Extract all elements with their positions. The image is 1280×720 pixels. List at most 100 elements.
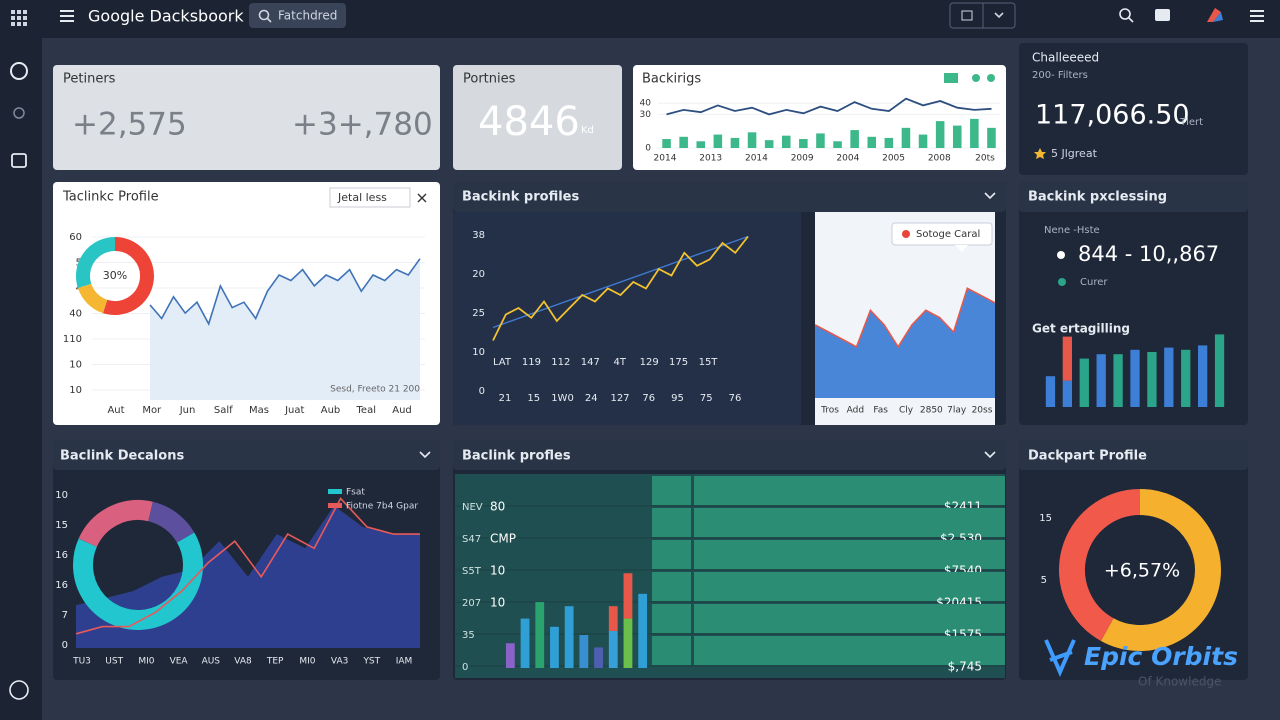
y-tick-label: 0 [645,144,651,154]
bar [884,137,894,148]
y-tick-label: 20 [472,269,485,280]
kpi-value: +3+,780 [292,107,433,143]
table-cell [694,636,1005,665]
x-tick-label: VA8 [234,657,252,667]
row-sub: CMP [490,532,516,546]
apps-icon[interactable] [11,10,27,26]
menu-icon[interactable] [60,10,74,22]
search-button[interactable] [1119,8,1134,23]
watermark-subtitle: Of Knowledge [1138,675,1221,689]
more-icon[interactable] [1250,10,1264,22]
x-tick-label: 2009 [791,154,814,164]
bar [1197,345,1208,407]
collapse-chevron[interactable] [419,451,431,459]
x-tick-label: 2013 [699,154,722,164]
nav-icon[interactable] [10,62,28,80]
y-tick-label: 5 [1041,575,1047,586]
card-title: Petiners [63,72,116,87]
x-tick-label: TEP [266,657,284,667]
card-title: Dackpart Profile [1028,449,1147,464]
line [149,258,421,326]
row-label: 147 [581,357,600,368]
x-tick-label: Cly [899,406,914,416]
search-box[interactable] [249,3,346,28]
card-subtitle: 200- Filters [1032,70,1088,81]
bar [867,136,877,148]
folder-icon[interactable] [1155,9,1170,21]
row-sub: 10 [490,564,505,578]
table-cell [652,540,691,569]
x-tick-label: 2014 [654,154,677,164]
x-tick-label: 15 [527,393,540,404]
bar [696,141,706,148]
nav-user[interactable] [13,107,25,119]
y-tick-label: 10 [69,360,82,371]
bar [901,127,911,148]
bar [623,573,633,619]
x-tick-label: Salf [214,405,233,416]
y-tick-label: 0 [479,386,485,397]
y-tick-label: 110 [63,334,82,345]
collapse-chevron[interactable] [984,192,996,200]
nav-more[interactable] [9,680,29,700]
donut-segment [102,237,154,315]
y-tick-label: 16 [55,550,68,561]
x-tick-label: Juat [284,405,304,416]
x-tick-label: Fas [873,406,888,416]
kpi-unit: Kd [581,125,594,136]
close-icon[interactable] [417,193,427,203]
row-label: 119 [522,357,541,368]
legend-label: Fsat [346,488,365,498]
metric-value: 844 - 10,,867 [1078,242,1219,266]
x-tick-label: MI0 [138,657,154,667]
x-tick-label: UST [105,657,123,667]
bar [1079,358,1089,407]
table-cell [694,540,1005,569]
x-tick-label: MI0 [299,657,315,667]
row-label: NEV [462,502,483,513]
bar [1062,380,1073,407]
card-header [453,182,1006,212]
row-label: S5T [462,566,482,577]
donut-segment [1059,489,1141,641]
row-label: 175 [669,357,688,368]
row-label: LAT [493,357,512,368]
card [453,65,622,170]
bar [594,647,603,668]
watermark-logo [1044,639,1076,677]
card-title: Backirigs [642,72,701,87]
x-tick-label: TU3 [72,657,91,667]
nav-list[interactable] [11,153,27,168]
bar [608,606,618,631]
table-cell [652,572,691,601]
bar [520,618,530,668]
line [666,97,992,116]
star-icon [1034,148,1046,159]
bar [505,643,515,668]
row-label: 207 [462,598,481,609]
row-label: 112 [551,357,570,368]
row-sub: 80 [490,500,505,514]
card-header [1019,440,1248,470]
bar [608,630,618,668]
filter-box[interactable] [329,187,411,208]
row-label: 15T [699,357,719,368]
donut-segment [1101,489,1221,651]
watermark: Epic Orbits [1084,642,1238,671]
row-label: 35 [462,630,475,641]
y-tick-label: 60 [69,232,82,243]
legend-label: Fiotne 7b4 Gpar [346,502,418,512]
collapse-chevron[interactable] [984,451,996,459]
bar [535,602,545,668]
legend-label: Curer [1080,277,1108,288]
x-tick-label: 76 [729,393,742,404]
table-cell [652,476,691,505]
card [1019,182,1248,425]
chart-icon [944,73,958,83]
row-sub: 10 [490,596,505,610]
tooltip [891,222,993,246]
rating: 5 Jlgreat [1051,147,1098,160]
card-title: Taclinkc Profile [62,190,159,205]
y-tick-label: 16 [55,580,68,591]
bar [564,606,574,668]
